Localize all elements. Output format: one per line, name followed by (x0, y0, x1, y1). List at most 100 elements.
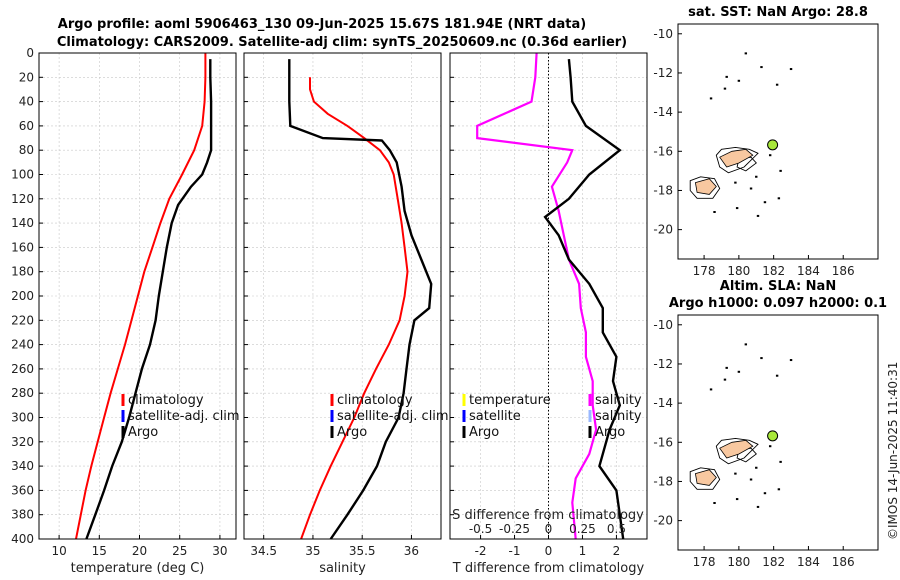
x-tick-label: 15 (92, 544, 107, 558)
y-tick-label: 400 (11, 532, 34, 546)
y-tick-label: 240 (11, 338, 34, 352)
y-tick-label: 300 (11, 411, 34, 425)
top-x-tick-label: 0.5 (607, 522, 626, 536)
y-tick-label: -18 (653, 183, 673, 197)
coastline (715, 437, 759, 465)
x-tick-label: -2 (475, 544, 487, 558)
imos-watermark: ©IMOS 14-Jun-2025 11:40:31 (886, 362, 900, 540)
series-line-argo-t-difference (543, 58, 625, 540)
legend-label: salinity (595, 409, 642, 424)
reef-mark (713, 211, 716, 213)
legend-label: satellite-adj. clim (128, 409, 240, 424)
x-tick-label: -1 (509, 544, 521, 558)
legend-label: Argo (595, 425, 625, 440)
temperature-panel: 10 15 20 25 30020406080100120140160180200220… (11, 46, 240, 576)
y-tick-label: -12 (653, 357, 673, 371)
x-tick-label: 34.5 (250, 544, 277, 558)
y-tick-label: 200 (11, 289, 34, 303)
argo-position-marker (767, 430, 779, 442)
coastline (689, 467, 721, 490)
series-line-argo (288, 59, 433, 540)
reef-mark (735, 498, 739, 501)
y-tick-label: 180 (11, 265, 34, 279)
y-tick-label: -16 (653, 144, 673, 158)
y-tick-label: 0 (26, 46, 34, 60)
argo-position-marker (767, 139, 779, 151)
reef-mark (777, 197, 781, 200)
y-tick-label: -14 (653, 105, 673, 119)
reef-mark (735, 207, 739, 210)
x-tick-label: 1 (579, 544, 587, 558)
y-tick-label: 160 (11, 240, 34, 254)
reef-mark (755, 175, 758, 178)
reef-mark (763, 492, 767, 495)
reef-mark (768, 154, 772, 157)
title-line-1: Argo profile: aoml 5906463_130 09-Jun-20… (58, 17, 586, 32)
reef-mark (760, 357, 763, 360)
x-axis-label: T difference from climatology (452, 561, 645, 576)
x-tick-label: 30 (212, 544, 227, 558)
y-tick-label: -16 (653, 435, 673, 449)
land-area (694, 469, 717, 486)
y-tick-label: 140 (11, 216, 34, 230)
legend-label: Argo (128, 425, 158, 440)
y-tick-label: 120 (11, 192, 34, 206)
reef-mark (749, 478, 753, 481)
x-tick-label: 186 (832, 555, 855, 569)
sst-map-panel: sat. SST: NaN Argo: 28.8 178 180 182 184 186 -… (653, 5, 879, 278)
reef-mark (734, 181, 737, 184)
reef-mark (723, 378, 727, 381)
reef-mark (734, 472, 737, 475)
map-title: Argo h1000: 0.097 h2000: 0.1 (669, 296, 887, 311)
y-tick-label: 360 (11, 483, 34, 497)
legend-label: temperature (469, 393, 551, 408)
legend-label: salinity (595, 393, 642, 408)
land-area (719, 439, 754, 459)
coastline (689, 176, 721, 199)
reef-mark (723, 87, 727, 90)
reef-mark (749, 187, 753, 190)
y-tick-label: 220 (11, 313, 34, 327)
reef-mark (775, 374, 779, 377)
y-tick-label: 40 (19, 95, 34, 109)
series-line-argo (85, 59, 213, 540)
y-tick-label: -20 (653, 223, 673, 237)
top-x-axis-label: S difference from climatology (452, 508, 644, 523)
plot-frame (449, 52, 648, 540)
reef-mark (737, 79, 741, 82)
reef-mark (755, 466, 758, 469)
y-tick-label: -10 (653, 27, 673, 41)
y-tick-label: -18 (653, 474, 673, 488)
reef-mark (709, 388, 713, 391)
reef-mark (756, 214, 760, 217)
reef-mark (777, 488, 781, 491)
map-frame (677, 314, 879, 551)
legend-label: climatology (128, 393, 204, 408)
x-tick-label: 35 (305, 544, 320, 558)
coastline (715, 146, 759, 174)
series-line-climatology (75, 53, 207, 540)
x-tick-label: 25 (172, 544, 187, 558)
x-tick-label: 186 (832, 264, 855, 278)
x-tick-label: 2 (613, 544, 621, 558)
title-line-2: Climatology: CARS2009. Satellite-adj cli… (57, 35, 627, 50)
y-tick-label: 260 (11, 362, 34, 376)
x-tick-label: 184 (797, 264, 820, 278)
reef-mark (789, 68, 793, 71)
x-axis-label: salinity (319, 561, 366, 576)
reef-mark (789, 359, 793, 362)
reef-mark (756, 505, 760, 508)
reef-mark (775, 83, 779, 86)
y-tick-label: 20 (19, 70, 34, 84)
top-x-tick-label: 0.25 (569, 522, 596, 536)
land-area (719, 148, 754, 168)
x-tick-label: 178 (693, 555, 716, 569)
x-tick-label: 36 (404, 544, 419, 558)
y-tick-label: -14 (653, 396, 673, 410)
map-title: Altim. SLA: NaN (720, 279, 836, 294)
reef-mark (768, 445, 772, 448)
reef-mark (779, 169, 782, 172)
series-line-climatology (300, 77, 409, 540)
plot-frame (38, 52, 237, 540)
